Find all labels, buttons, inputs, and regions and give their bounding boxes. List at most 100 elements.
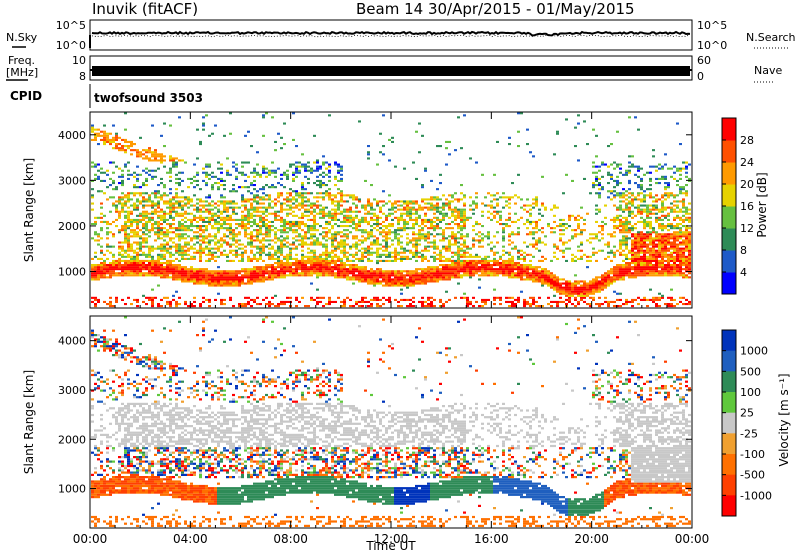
power-cell (133, 192, 136, 195)
power-cell (148, 218, 151, 221)
power-cell (124, 112, 127, 115)
power-cell (469, 268, 472, 271)
power-cell (568, 216, 571, 219)
power-cell (175, 182, 178, 185)
power-cell (91, 300, 94, 303)
power-cell (550, 208, 553, 211)
power-cell (478, 235, 481, 238)
power-cell (325, 272, 328, 275)
power-cell (433, 276, 436, 279)
power-cell (97, 243, 100, 246)
power-cell (361, 235, 364, 238)
power-cell (571, 235, 574, 238)
power-cell (406, 282, 409, 285)
power-cell (289, 208, 292, 211)
power-cell (511, 276, 514, 279)
power-cell (406, 233, 409, 236)
power-cell (400, 247, 403, 250)
power-cell (160, 298, 163, 301)
power-cell (430, 255, 433, 258)
power-cell (241, 196, 244, 199)
power-cell (421, 280, 424, 283)
power-cell (232, 206, 235, 209)
power-cell (271, 257, 274, 260)
power-cell (163, 145, 166, 148)
power-cell (283, 223, 286, 226)
power-cell (286, 245, 289, 248)
power-cell (241, 204, 244, 207)
power-cell (505, 272, 508, 275)
power-cell (262, 192, 265, 195)
power-cell (538, 249, 541, 252)
power-cell (184, 225, 187, 228)
power-cell (370, 218, 373, 221)
power-cell (247, 255, 250, 258)
power-cell (373, 282, 376, 285)
power-cell (331, 198, 334, 201)
power-cell (160, 194, 163, 197)
power-cell (199, 245, 202, 248)
power-cell (220, 276, 223, 279)
power-cell (220, 300, 223, 303)
power-cell (448, 268, 451, 271)
power-cell (424, 245, 427, 248)
power-cell (313, 262, 316, 265)
power-cell (610, 249, 613, 252)
power-cell (352, 218, 355, 221)
power-cell (313, 208, 316, 211)
power-cell (247, 243, 250, 246)
power-cell (379, 272, 382, 275)
power-cell (316, 272, 319, 275)
power-cell (241, 303, 244, 306)
power-cell (127, 169, 130, 172)
power-cell (610, 235, 613, 238)
power-cell (247, 216, 250, 219)
power-cell (319, 272, 322, 275)
power-cell (292, 173, 295, 176)
power-cell (406, 227, 409, 230)
power-cell (169, 155, 172, 158)
power-cell (175, 290, 178, 293)
power-cell (151, 245, 154, 248)
power-cell (97, 298, 100, 301)
power-cell (178, 159, 181, 162)
power-cell (232, 210, 235, 213)
power-cell (142, 192, 145, 195)
power-cell (256, 208, 259, 211)
power-cell (139, 220, 142, 223)
power-cell (226, 241, 229, 244)
power-cell (295, 259, 298, 262)
power-cell (502, 249, 505, 252)
power-cell (196, 171, 199, 174)
power-cell (301, 204, 304, 207)
power-cell (460, 264, 463, 267)
power-cell (559, 288, 562, 291)
power-cell (274, 266, 277, 269)
power-cell (178, 171, 181, 174)
power-cell (601, 188, 604, 191)
power-cell (205, 268, 208, 271)
power-cell (316, 259, 319, 262)
power-cell (226, 270, 229, 273)
power-cell (562, 229, 565, 232)
power-cell (424, 214, 427, 217)
power-cell (331, 249, 334, 252)
power-cell (547, 284, 550, 287)
power-cell (325, 251, 328, 254)
power-cell (526, 272, 529, 275)
power-cell (307, 231, 310, 234)
power-cell (181, 200, 184, 203)
power-cell (172, 210, 175, 213)
power-cell (268, 264, 271, 267)
power-cell (319, 266, 322, 269)
power-cell (262, 249, 265, 252)
power-cell (463, 194, 466, 197)
power-cell (223, 233, 226, 236)
power-cell (94, 216, 97, 219)
power-cell (478, 274, 481, 277)
power-cell (343, 262, 346, 265)
power-cell (217, 282, 220, 285)
power-cell (388, 251, 391, 254)
power-cell (271, 184, 274, 187)
power-cell (364, 247, 367, 250)
